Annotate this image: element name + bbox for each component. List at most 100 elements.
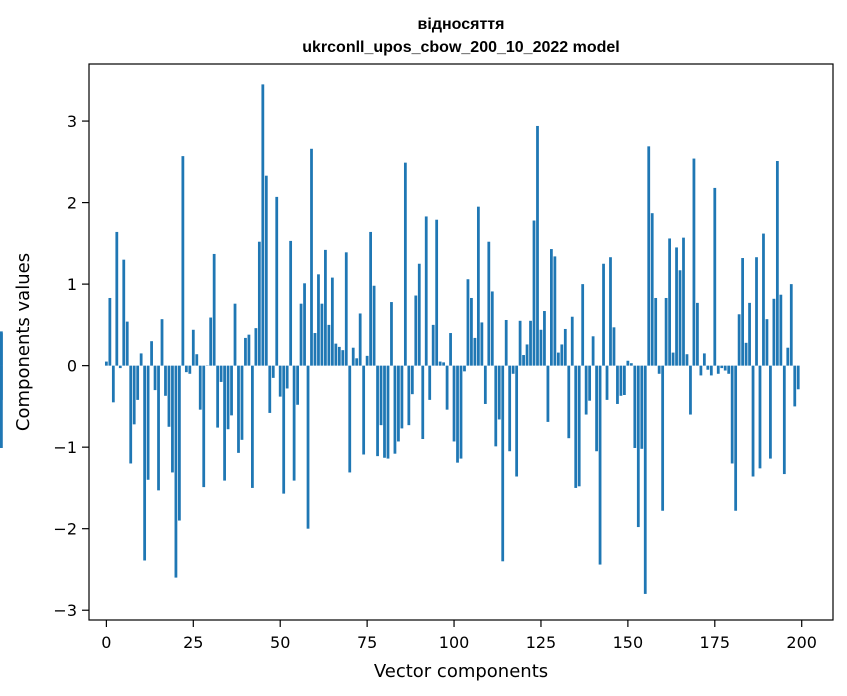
bar	[143, 365, 147, 561]
bar	[282, 365, 286, 494]
bar	[195, 354, 199, 366]
bar	[619, 365, 623, 396]
bar	[108, 297, 112, 366]
bar	[539, 329, 543, 366]
bar	[661, 365, 665, 511]
x-tick-label: 175	[700, 633, 731, 652]
y-tick-label: 0	[67, 357, 77, 376]
bar	[696, 302, 699, 366]
bar	[386, 365, 390, 459]
bar	[146, 365, 150, 480]
bar	[720, 365, 724, 369]
bar	[136, 365, 140, 400]
bar	[525, 344, 529, 366]
bar	[647, 146, 651, 366]
bar	[786, 347, 790, 366]
bar	[463, 365, 466, 372]
bar	[748, 302, 751, 366]
bar	[358, 313, 362, 366]
y-tick-label: 2	[67, 194, 77, 213]
bar	[609, 257, 612, 366]
bar	[407, 365, 411, 426]
bar	[414, 295, 418, 366]
bar	[449, 333, 452, 366]
bar	[456, 365, 459, 463]
bar	[511, 365, 515, 374]
bar	[181, 156, 185, 366]
bar	[296, 365, 299, 405]
bar	[494, 365, 498, 447]
bar	[115, 231, 119, 366]
bar	[369, 231, 372, 366]
bar	[324, 249, 327, 366]
bar	[567, 365, 571, 439]
bar	[782, 365, 786, 475]
bar	[397, 365, 400, 442]
bar	[737, 314, 741, 366]
bar	[303, 283, 306, 366]
y-tick-label: −3	[53, 601, 77, 620]
bar	[383, 365, 386, 458]
bar	[640, 365, 644, 449]
bar	[219, 365, 223, 382]
bar	[529, 320, 532, 366]
bar	[473, 337, 477, 366]
x-tick-label: 150	[613, 633, 644, 652]
bar	[626, 360, 630, 366]
bar	[772, 298, 776, 366]
bar	[289, 240, 293, 366]
bar	[237, 365, 240, 453]
bar	[716, 365, 720, 374]
bar	[470, 297, 473, 366]
bar	[362, 365, 366, 455]
bar	[178, 365, 181, 521]
bar	[689, 365, 692, 415]
bar	[313, 333, 317, 366]
bar	[643, 365, 647, 594]
bar	[605, 365, 609, 400]
bar	[699, 365, 703, 376]
bar	[421, 365, 425, 440]
bar	[636, 365, 640, 528]
bar	[789, 284, 793, 366]
x-tick-label: 200	[786, 633, 817, 652]
x-tick-label: 50	[270, 633, 290, 652]
bar	[271, 365, 275, 378]
bar	[153, 365, 157, 391]
bar	[730, 365, 734, 464]
bar	[150, 341, 153, 366]
bar	[310, 148, 313, 366]
bar	[337, 346, 341, 366]
bar	[438, 361, 442, 366]
x-axis-label: Vector components	[374, 661, 548, 682]
bar	[365, 355, 369, 366]
bar	[348, 365, 352, 473]
bar	[727, 365, 731, 374]
bar	[393, 365, 397, 454]
bar	[723, 365, 727, 371]
bar	[490, 291, 494, 366]
bar	[174, 365, 178, 578]
bar	[570, 316, 574, 366]
bar	[125, 321, 129, 366]
chart-title: відносяття	[418, 16, 505, 33]
bar	[553, 256, 557, 366]
bar	[709, 365, 713, 376]
bar	[285, 365, 289, 389]
bar	[417, 263, 421, 366]
bar	[706, 365, 710, 370]
bar	[595, 365, 598, 452]
bar	[275, 196, 279, 366]
bar	[320, 303, 324, 366]
bar	[532, 220, 536, 366]
bar	[442, 362, 446, 366]
bar	[563, 328, 567, 366]
bar	[254, 328, 258, 366]
bar	[330, 277, 334, 366]
bar	[171, 365, 174, 473]
bar	[376, 365, 379, 457]
bar	[702, 353, 706, 366]
bar	[390, 302, 393, 366]
bar	[428, 365, 432, 400]
bar	[556, 352, 560, 366]
